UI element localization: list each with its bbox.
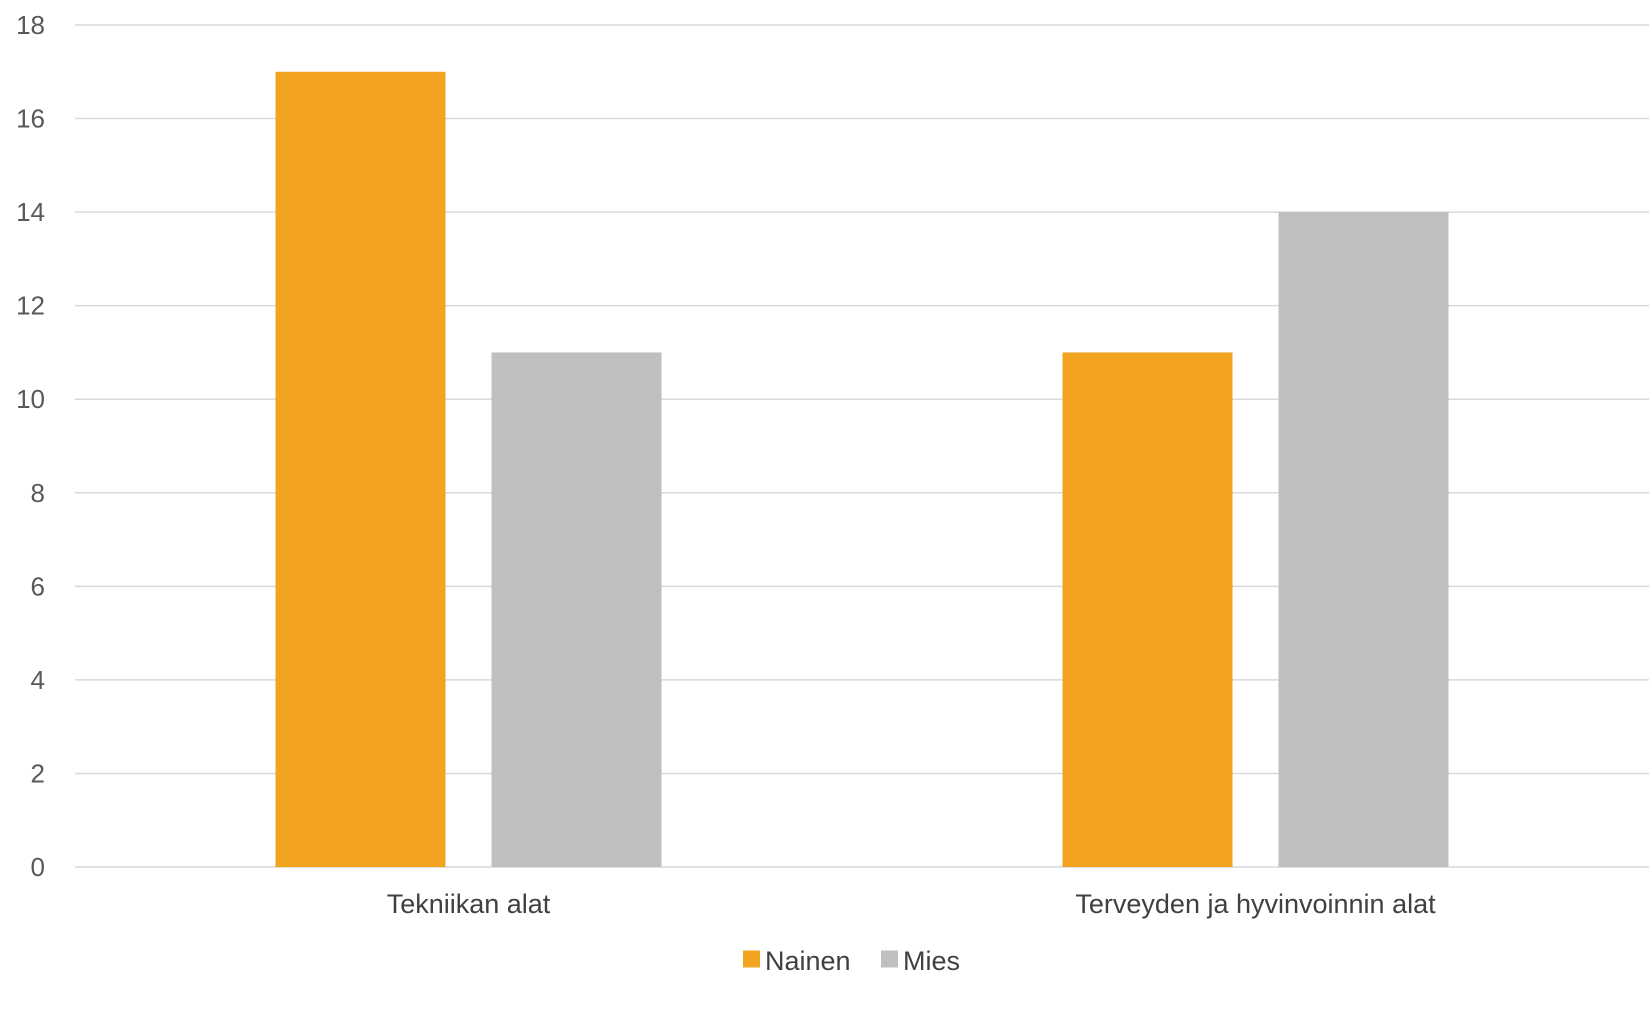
y-tick-label: 4 xyxy=(31,665,45,695)
legend-swatch-mies xyxy=(881,950,898,968)
y-tick-label: 6 xyxy=(31,571,45,601)
y-axis-ticks: 0 2 4 6 8 10 12 14 16 18 xyxy=(16,10,45,882)
bars xyxy=(275,71,1449,868)
x-axis-categories: Tekniikan alat Terveyden ja hyvinvoinnin … xyxy=(387,889,1436,919)
bar-nainen-2 xyxy=(1062,352,1233,867)
y-tick-label: 12 xyxy=(16,291,45,321)
bar-mies-1 xyxy=(491,352,662,867)
y-tick-label: 14 xyxy=(16,197,45,227)
y-tick-label: 18 xyxy=(16,10,45,40)
legend-label-nainen: Nainen xyxy=(765,946,851,976)
legend: Nainen Mies xyxy=(743,946,960,976)
legend-label-mies: Mies xyxy=(903,946,960,976)
x-category-label: Terveyden ja hyvinvoinnin alat xyxy=(1075,889,1436,919)
bar-nainen-1 xyxy=(275,71,446,868)
y-tick-label: 0 xyxy=(31,852,45,882)
y-tick-label: 2 xyxy=(31,758,45,788)
y-tick-label: 16 xyxy=(16,104,45,134)
legend-swatch-nainen xyxy=(743,950,760,968)
y-tick-label: 10 xyxy=(16,384,45,414)
x-category-label: Tekniikan alat xyxy=(387,889,551,919)
y-tick-label: 8 xyxy=(31,478,45,508)
bar-mies-2 xyxy=(1278,212,1449,868)
